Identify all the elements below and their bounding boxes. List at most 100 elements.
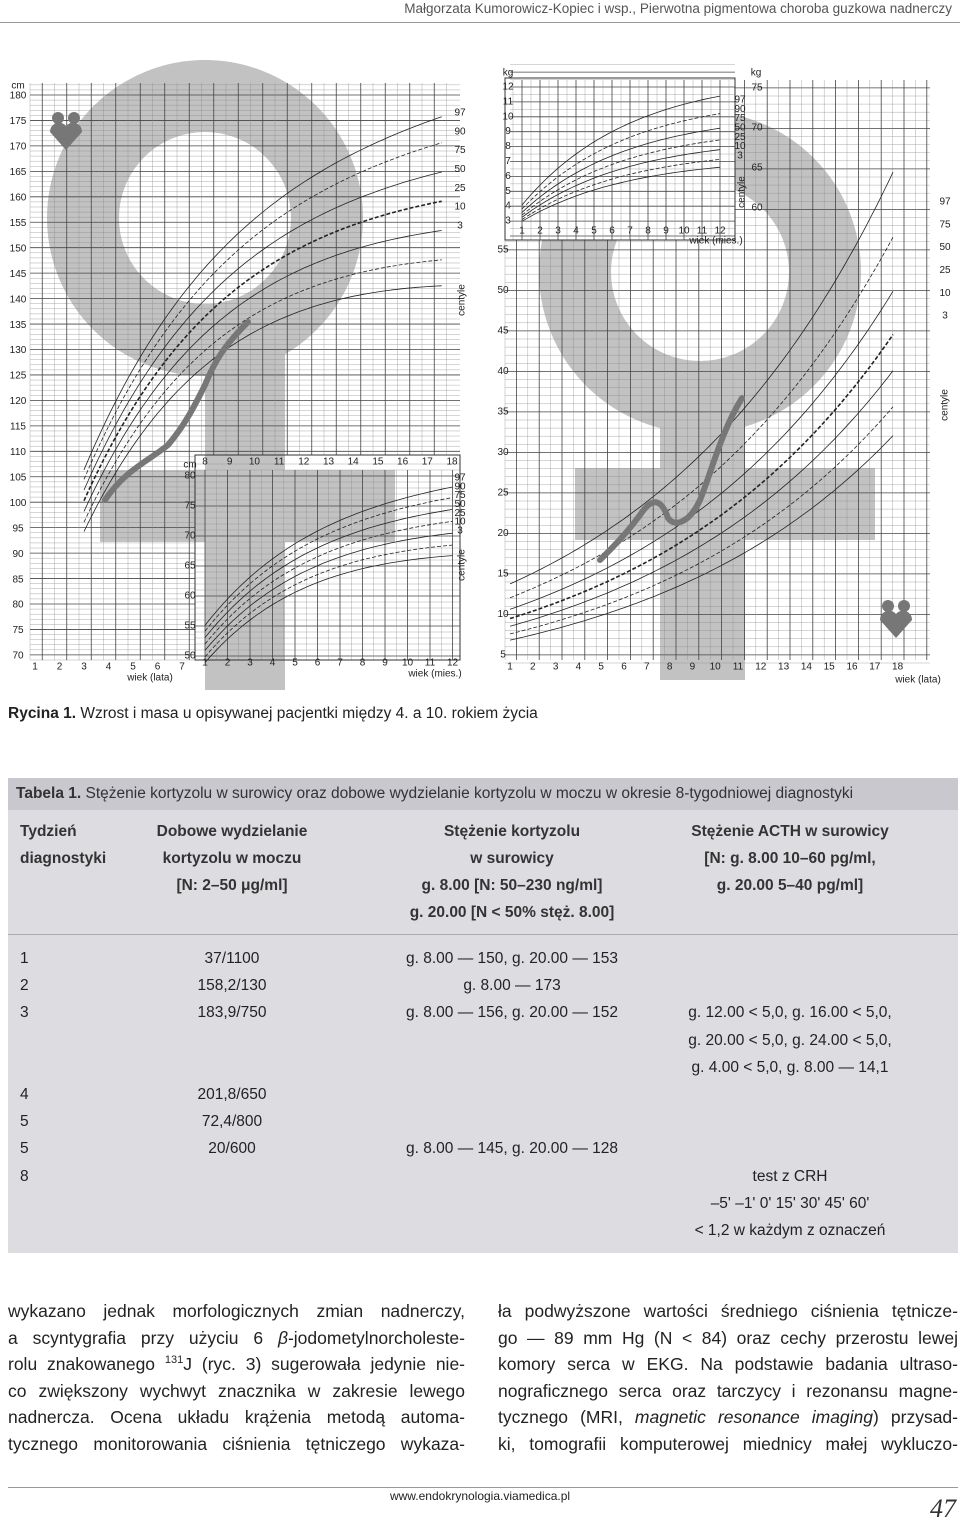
axis-label: 20 — [497, 528, 509, 539]
axis-label: 175 — [10, 116, 27, 127]
logo-heart — [49, 122, 83, 150]
text-line: nadnercza. Ocena układu krążenia metodą … — [8, 1404, 465, 1431]
axis-label: 25 — [939, 265, 951, 276]
axis-label: 13 — [323, 457, 335, 468]
table-header: diagnostyki — [20, 850, 107, 867]
axis-label: 5 — [598, 662, 604, 673]
axis-label: 1 — [202, 658, 208, 669]
axis-label: 15 — [824, 662, 836, 673]
axis-label: 4 — [270, 658, 276, 669]
logo-dot — [52, 112, 64, 124]
table-cell: g. 8.00 — 150, g. 20.00 — 153 — [406, 950, 618, 967]
axis-label: 12 — [714, 226, 726, 237]
text-run: tycznego (MRI, — [498, 1407, 635, 1427]
centile-curve — [509, 406, 894, 635]
axis-label: 4 — [573, 226, 579, 237]
axis-label: 6 — [609, 226, 615, 237]
axis-label: 97 — [939, 197, 951, 208]
text-run: rolu znakowanego — [8, 1354, 165, 1374]
axis-label: 7 — [337, 658, 343, 669]
axis-label: 110 — [10, 447, 26, 458]
table-cell: 183,9/750 — [197, 1004, 267, 1022]
axis-label: 50 — [734, 123, 746, 134]
text-run: ła podwyższone wartości średniego ciśnie… — [498, 1301, 958, 1321]
inset-frame — [504, 77, 736, 241]
table-cell: 5 — [20, 1140, 29, 1158]
table-cell: test z CRH — [752, 1167, 828, 1185]
axis-label: 80 — [12, 600, 24, 611]
axis-label: 8 — [360, 658, 366, 669]
table-cell: g. 20.00 < 5,0, g. 24.00 < 5,0, — [688, 1031, 892, 1049]
centile-curve — [521, 159, 721, 220]
axis-label: 7 — [644, 662, 650, 673]
centile-curve — [204, 509, 453, 638]
table-cell: 5 — [20, 1113, 29, 1131]
text-run: ) przysad- — [873, 1407, 958, 1427]
axis-label: 60 — [751, 203, 763, 214]
figure-caption: Rycina 1. Wzrost i masa u opisywanej pac… — [8, 704, 538, 724]
axis-label: 3 — [81, 662, 87, 673]
table-cell: g. 8.00 — 145, g. 20.00 — 128 — [406, 1140, 618, 1158]
axis-label: 50 — [454, 499, 466, 510]
text-line: go — 89 mm Hg (N < 84) oraz cechy przero… — [498, 1325, 958, 1352]
body-column: ła podwyższone wartości średniego ciśnie… — [498, 1298, 958, 1457]
axis-label: 16 — [397, 457, 409, 468]
axis-label: 90 — [454, 126, 466, 137]
axis-label: 5 — [292, 658, 298, 669]
axis-label: 75 — [184, 501, 196, 512]
centile-curve — [83, 171, 442, 491]
axis-label: 3 — [555, 226, 561, 237]
axis-label: 5 — [500, 650, 506, 661]
centile-curve — [521, 113, 721, 210]
text-run: ki, tomografii komputerowej miednicy mał… — [498, 1433, 958, 1454]
axis-label: 13 — [778, 662, 790, 673]
axis-label: 18 — [892, 662, 904, 673]
axis-label: 17 — [869, 662, 881, 673]
growth-charts: cm70758085909510010511011512012513013514… — [10, 60, 951, 690]
axis-label: 7 — [179, 662, 185, 673]
table-header: [N: 2–50 μg/ml] — [176, 877, 288, 894]
text-run: nograficznego serca oraz tarczycy i rezo… — [498, 1380, 958, 1401]
caption-text: Wzrost i masa u opisywanej pacjentki mię… — [76, 705, 538, 722]
caption-label: Rycina 1. — [8, 705, 77, 722]
header-rule — [0, 22, 960, 23]
centile-curve — [521, 166, 721, 222]
page-number: 47 — [930, 1494, 956, 1523]
centile-curve — [509, 290, 894, 610]
table-cell: g. 8.00 — 156, g. 20.00 — 152 — [406, 1004, 618, 1022]
axis-label: 97 — [454, 108, 466, 119]
centile-curve — [83, 259, 442, 523]
axis-label: wiek (mies.) — [407, 669, 461, 680]
text-run: 131 — [164, 1354, 184, 1367]
axis-label: 35 — [497, 407, 509, 418]
axis-label: 25 — [497, 488, 509, 499]
axis-label: 145 — [10, 269, 27, 280]
text-line: nograficznego serca oraz tarczycy i rezo… — [498, 1378, 958, 1405]
axis-label: 50 — [497, 285, 509, 296]
axis-label: 170 — [10, 142, 27, 153]
axis-label: 15 — [372, 457, 384, 468]
axis-label: 12 — [298, 457, 310, 468]
symbol-ring — [47, 60, 363, 376]
logo-dot — [882, 600, 894, 612]
axis-label: 65 — [184, 561, 196, 572]
axis-label: 1 — [32, 662, 38, 673]
axis-label: 14 — [348, 457, 360, 468]
inset-mask — [505, 78, 735, 240]
axis-label: 6 — [315, 658, 321, 669]
axis-label: 16 — [846, 662, 858, 673]
axis-label: 9 — [382, 658, 388, 669]
axis-label: 135 — [10, 320, 27, 331]
axis-label: 50 — [454, 164, 466, 175]
text-run: β — [277, 1327, 288, 1348]
axis-label: 4 — [106, 662, 112, 673]
axis-label: 45 — [497, 326, 509, 337]
axis-label: 130 — [10, 345, 27, 356]
axis-label: 155 — [10, 218, 27, 229]
axis-label: 1 — [519, 226, 525, 237]
table-rule — [8, 934, 958, 935]
axis-label: 180 — [10, 91, 27, 102]
text-run: magnetic resonance imaging — [634, 1407, 874, 1427]
axis-label: centyle — [457, 284, 468, 316]
axis-label: 75 — [454, 490, 466, 501]
